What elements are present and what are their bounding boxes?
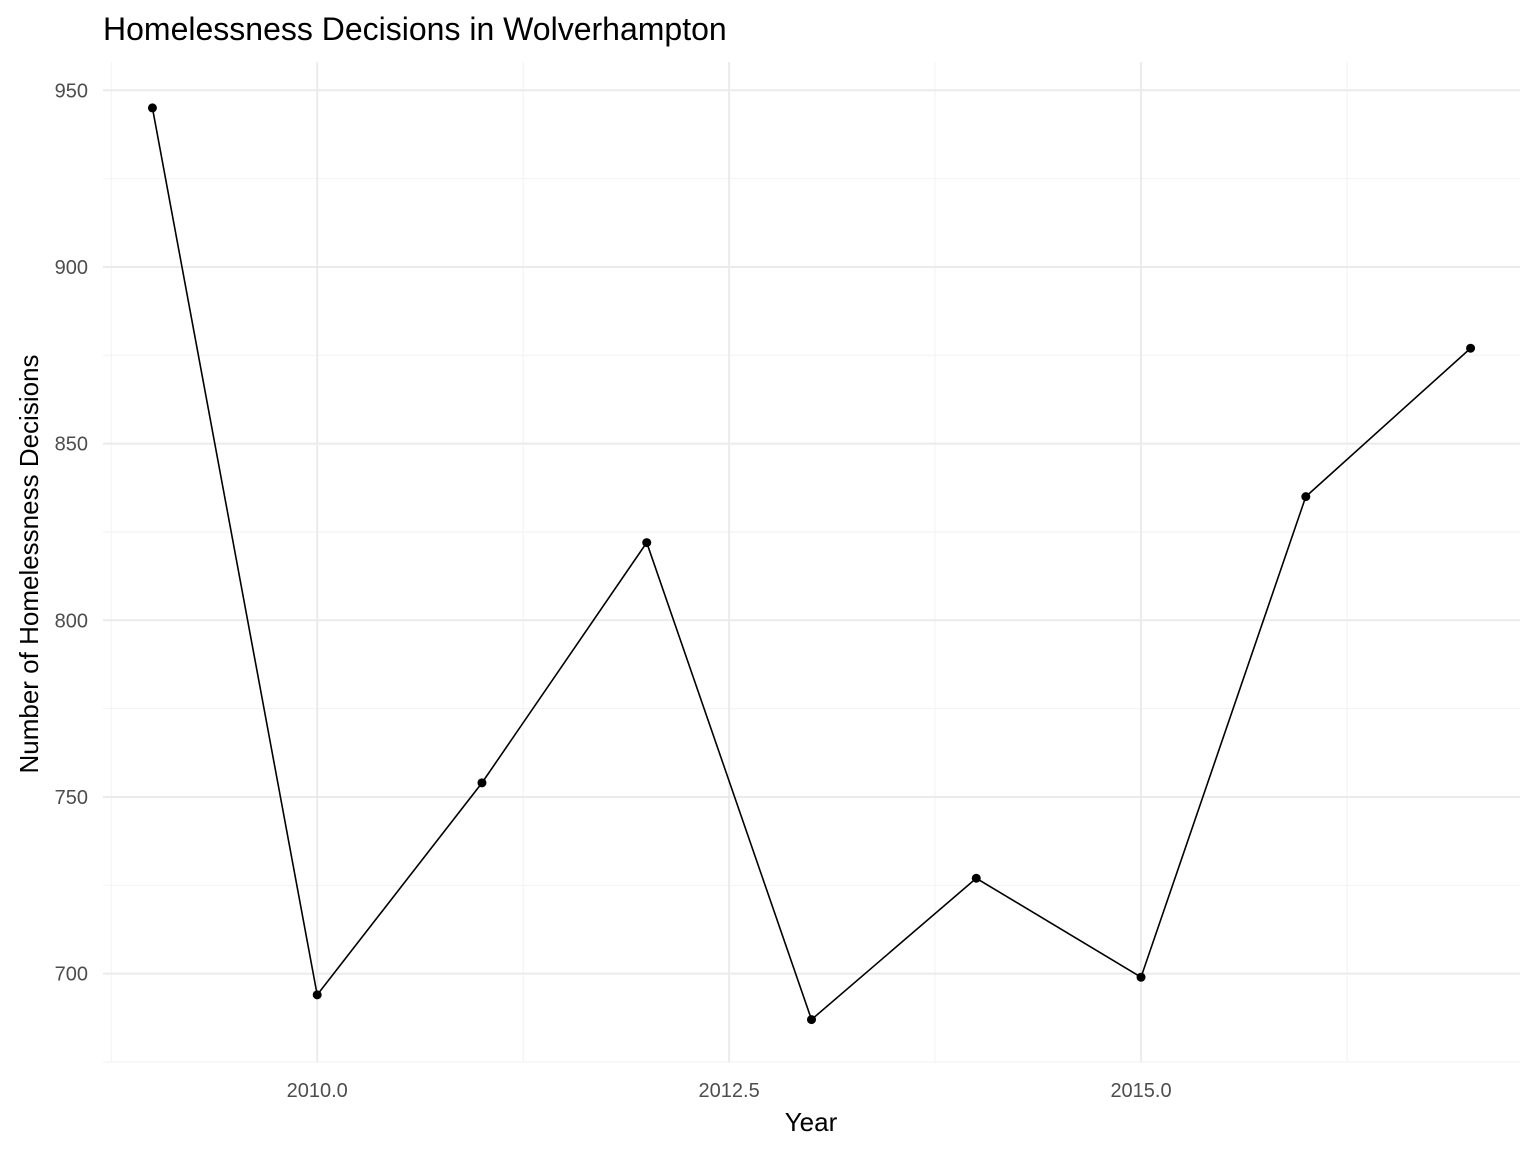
x-axis-title: Year bbox=[785, 1107, 838, 1137]
data-point bbox=[807, 1015, 816, 1025]
y-tick-label: 750 bbox=[55, 787, 88, 809]
y-axis-title: Number of Homelessness Decisions bbox=[14, 354, 44, 773]
x-tick-label: 2015.0 bbox=[1110, 1080, 1171, 1102]
y-tick-label: 950 bbox=[55, 80, 88, 102]
data-point bbox=[642, 538, 652, 548]
y-tick-label: 900 bbox=[55, 257, 88, 279]
y-tick-label: 800 bbox=[55, 610, 88, 632]
series-line bbox=[151, 107, 1472, 1021]
x-tick-label: 2012.5 bbox=[699, 1080, 760, 1102]
data-point bbox=[971, 873, 981, 883]
series-1 bbox=[147, 103, 1476, 1025]
grid bbox=[103, 62, 1520, 1063]
x-tick-label: 2010.0 bbox=[287, 1080, 348, 1102]
tick-labels: 2010.0 2012.5 2015.0 700 750 800 850 900 950 bbox=[55, 80, 1172, 1102]
data-point bbox=[1466, 343, 1476, 353]
data-point bbox=[477, 778, 487, 788]
data-point bbox=[312, 990, 322, 1000]
data-point bbox=[1301, 492, 1311, 502]
chart-title: Homelessness Decisions in Wolverhampton bbox=[103, 11, 727, 47]
y-tick-label: 700 bbox=[55, 964, 88, 986]
data-point bbox=[1136, 972, 1146, 982]
data-point bbox=[147, 103, 157, 113]
y-tick-label: 850 bbox=[55, 434, 88, 456]
